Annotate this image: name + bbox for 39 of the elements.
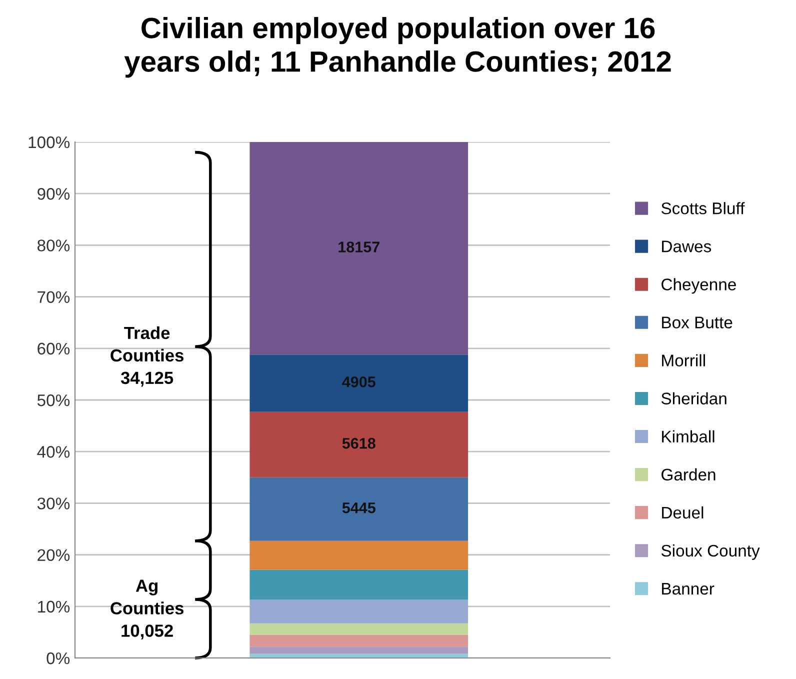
bar [250,570,468,600]
annotation: 5618 [342,438,376,449]
legend-label: Dawes [662,240,712,252]
y-tick-label: 60% [38,342,70,355]
bar [250,142,468,355]
legend-label: Box Butte [662,316,732,328]
bar [250,646,468,654]
legend-label: Cheyenne [662,278,736,294]
y-tick-label: 70% [38,291,70,304]
y-tick-label: 10% [38,600,70,613]
y-tick-label: 40% [37,446,70,458]
y-tick-label: 0% [46,652,70,664]
legend-label: Banner [662,583,714,595]
bar [250,412,468,478]
bar [250,623,468,635]
text: Ag Counties 10,052 [110,580,184,640]
legend-label: Sioux County [661,544,760,560]
legend-label: Kimball [662,430,714,443]
y-tick-label: 80% [38,240,70,252]
y-tick-label: 90% [38,188,70,200]
legend-label: Deuel [662,506,704,519]
y-tick-label: 30% [37,498,70,510]
annotation: 4905 [342,376,376,388]
bar [250,477,468,541]
bar [250,354,468,412]
y-tick-label: 20% [38,549,70,562]
text: Trade Counties 34,125 [110,326,184,387]
legend-label: Sheridan [661,392,726,404]
bar [250,540,468,570]
annotation: 18157 [338,242,380,252]
legend-label: Scotts Bluff [661,202,745,214]
y-tick-label: 100% [28,136,70,148]
bar [250,634,468,647]
legend-label: Morrill [662,354,705,366]
chart-title: Civilian employed population over 16 years old; 11 Panhandle Counties; 2012 [124,16,671,78]
bar [250,600,468,624]
annotation: 5445 [342,502,376,514]
legend-label: Garden [662,468,716,481]
y-tick-label: 50% [37,394,70,406]
